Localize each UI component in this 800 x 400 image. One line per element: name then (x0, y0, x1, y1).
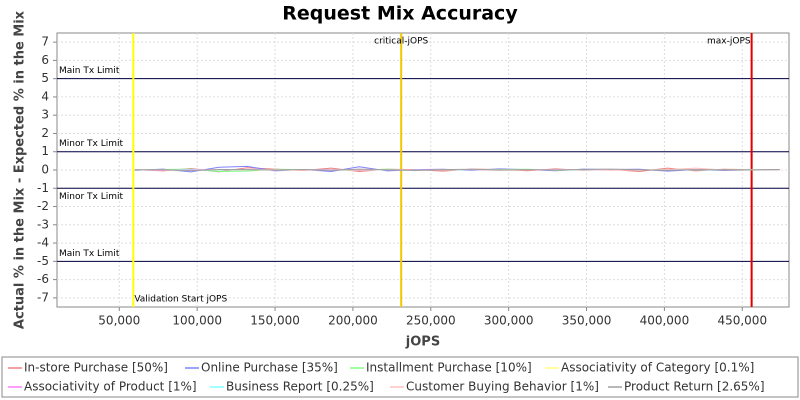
limit-label: Minor Tx Limit (59, 139, 124, 149)
marker-label: critical-jOPS (374, 37, 428, 47)
series-line (134, 168, 780, 172)
y-tick-label: 3 (41, 108, 49, 122)
x-tick-label: 300,000 (484, 314, 534, 328)
x-tick-label: 50,000 (98, 314, 140, 328)
x-tick-label: 200,000 (328, 314, 378, 328)
x-tick-label: 250,000 (406, 314, 456, 328)
y-tick-label: 4 (41, 89, 49, 103)
y-tick-label: -4 (37, 236, 49, 250)
y-tick-label: -3 (37, 217, 49, 231)
y-tick-label: 0 (41, 163, 49, 177)
x-tick-label: 100,000 (172, 314, 222, 328)
x-tick-label: 450,000 (717, 314, 767, 328)
legend-label: Product Return [2.65%] (624, 380, 765, 394)
legend-label: Associativity of Product [1%] (24, 380, 197, 394)
legend-label: Associativity of Category [0.1%] (561, 361, 754, 375)
y-tick-label: 1 (41, 144, 49, 158)
marker-label: max-jOPS (707, 37, 751, 47)
legend-label: In-store Purchase [50%] (24, 361, 168, 375)
legend-label: Online Purchase [35%] (201, 361, 338, 375)
legend-label: Business Report [0.25%] (226, 380, 374, 394)
y-axis-label: Actual % in the Mix - Expected % in the … (13, 10, 28, 329)
y-tick-label: 2 (41, 126, 49, 140)
legend-box (1, 356, 799, 398)
y-tick-label: -1 (37, 181, 49, 195)
limit-label: Minor Tx Limit (59, 192, 124, 202)
y-tick-label: -2 (37, 199, 49, 213)
x-tick-label: 150,000 (250, 314, 300, 328)
y-tick-label: -6 (37, 272, 49, 286)
chart-title: Request Mix Accuracy (282, 3, 518, 25)
y-tick-label: -5 (37, 254, 49, 268)
limit-label: Main Tx Limit (59, 249, 120, 259)
legend-label: Customer Buying Behavior [1%] (406, 380, 599, 394)
marker-label: Validation Start jOPS (134, 295, 227, 305)
x-tick-label: 350,000 (562, 314, 612, 328)
limit-label: Main Tx Limit (59, 66, 120, 76)
y-tick-label: 6 (41, 53, 49, 67)
y-tick-label: 5 (41, 71, 49, 85)
y-tick-label: 7 (41, 35, 49, 49)
x-tick-label: 400,000 (640, 314, 690, 328)
legend-label: Installment Purchase [10%] (366, 361, 532, 375)
x-axis-label: jOPS (405, 335, 440, 350)
y-tick-label: -7 (37, 290, 49, 304)
